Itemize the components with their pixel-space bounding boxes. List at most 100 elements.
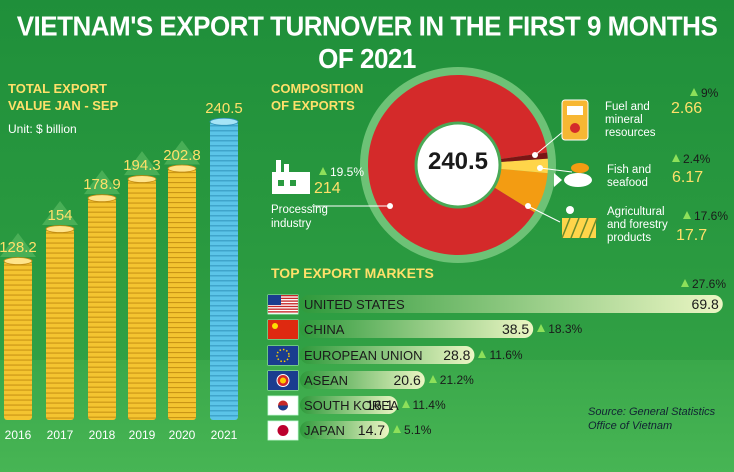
fish-icon (554, 163, 592, 187)
market-change: 11.6% (478, 348, 523, 362)
asean-flag-icon (267, 370, 299, 391)
field-icon (561, 206, 598, 239)
bar-value-label: 240.5 (205, 99, 243, 117)
heading-line-2: VALUE JAN - SEP (8, 98, 119, 113)
fuel-change-value: 9% (701, 86, 719, 100)
processing-change: 19.5% (319, 165, 364, 179)
composition-icons (272, 99, 598, 239)
japan-flag-icon (267, 420, 299, 441)
leader-line (539, 167, 573, 173)
market-name: UNITED STATES (304, 297, 405, 312)
market-value: 16.1 (366, 397, 394, 413)
bar-value-label: 128.2 (0, 239, 37, 257)
donut-center-label: 240.5 (427, 148, 489, 175)
fuel-change: 9% (690, 86, 718, 100)
growth-arrow (0, 233, 36, 258)
composition-donut (272, 67, 598, 263)
market-bar-1 (300, 320, 534, 338)
donut-slice-1 (488, 168, 548, 213)
growth-arrow (42, 201, 78, 226)
south-korea-flag-icon (267, 395, 299, 416)
fish-value: 6.17 (672, 169, 704, 186)
leader-dot (532, 152, 538, 158)
source-note: Source: General Statistics Office of Vie… (588, 405, 715, 433)
growth-arrow (164, 140, 200, 165)
comp-heading-line-2: OF EXPORTS (271, 98, 355, 113)
market-value: 20.6 (393, 372, 421, 388)
donut-slice-0 (368, 75, 548, 256)
market-change-value: 11.6% (489, 348, 523, 362)
donut-hole-ring (414, 121, 502, 209)
market-change: 21.2% (428, 373, 474, 387)
fuel-name: Fuel and mineral resources (605, 101, 656, 139)
market-value: 69.8 (691, 296, 719, 312)
market-bar-3 (300, 371, 425, 389)
leader-dot (525, 203, 531, 209)
bar-value-label: 202.8 (163, 146, 201, 164)
market-name: SOUTH KOREA (304, 398, 399, 413)
leader-line (534, 129, 566, 156)
unit-label: Unit: $ billion (8, 122, 77, 136)
market-change-value: 11.4% (412, 398, 446, 412)
market-name: ASEAN (304, 373, 349, 388)
markets-bar-chart (267, 294, 723, 441)
market-change-value: 21.2% (439, 373, 474, 387)
market-change: 5.1% (393, 423, 431, 437)
market-bar-4 (300, 396, 398, 414)
market-change-value: 18.3% (548, 322, 583, 336)
coin-bar-2017 (45, 225, 75, 420)
eu-flag-icon (267, 345, 299, 366)
leader-dot (537, 165, 543, 171)
year-label: 2018 (88, 428, 116, 442)
fuel-value: 2.66 (671, 100, 703, 117)
heading-line-1: TOTAL EXPORT (8, 81, 107, 96)
market-name: CHINA (304, 322, 345, 337)
market-value: 38.5 (501, 321, 530, 337)
source-line-2: Office of Vietnam (588, 420, 673, 432)
market-name: EUROPEAN UNION (304, 348, 423, 363)
coin-bar-chart (0, 117, 239, 420)
agri-change-value: 17.6% (694, 209, 729, 223)
source-line-1: Source: General Statistics (588, 406, 716, 418)
fuel-pump-icon (561, 99, 589, 141)
composition-heading: COMPOSITION OF EXPORTS (271, 80, 363, 114)
coin-bar-2021 (209, 117, 239, 420)
market-bar-2 (300, 346, 475, 364)
bar-value-label: 194.3 (123, 157, 161, 175)
market-change: 18.3% (537, 322, 582, 336)
market-name: JAPAN (304, 423, 345, 438)
market-change: 27.6% (681, 277, 726, 291)
year-label: 2016 (4, 428, 32, 442)
processing-value: 214 (314, 180, 341, 197)
coin-bar-2016 (3, 257, 33, 420)
market-value: 28.8 (443, 347, 471, 363)
comp-heading-line-1: COMPOSITION (271, 81, 364, 96)
factory-icon (272, 160, 310, 194)
agri-change: 17.6% (683, 209, 728, 223)
coin-bar-2019 (127, 175, 157, 420)
coin-bar-2018 (87, 194, 117, 420)
processing-name: Processing industry (271, 204, 328, 230)
year-label: 2020 (168, 428, 196, 442)
us-flag-icon (267, 294, 299, 315)
market-bar-5 (300, 421, 390, 439)
leader-line (527, 205, 561, 223)
markets-heading: TOP EXPORT MARKETS (271, 265, 434, 281)
coin-bar-2020 (167, 164, 197, 420)
donut-hole (416, 123, 500, 207)
fish-change-value: 2.4% (683, 152, 711, 166)
market-bar-0 (300, 295, 723, 313)
page-title: VIETNAM'S EXPORT TURNOVER IN THE FIRST 9… (16, 10, 718, 75)
total-export-heading: TOTAL EXPORT VALUE JAN - SEP (8, 80, 118, 114)
market-change: 11.4% (401, 398, 446, 412)
fish-name: Fish and seafood (607, 164, 652, 189)
fish-change: 2.4% (672, 152, 710, 166)
leader-dot (387, 203, 393, 209)
year-label: 2019 (128, 428, 156, 442)
market-change-value: 5.1% (404, 423, 432, 437)
year-label: 2021 (210, 428, 238, 442)
donut-slice-2 (493, 158, 549, 174)
agri-value: 17.7 (676, 227, 708, 244)
